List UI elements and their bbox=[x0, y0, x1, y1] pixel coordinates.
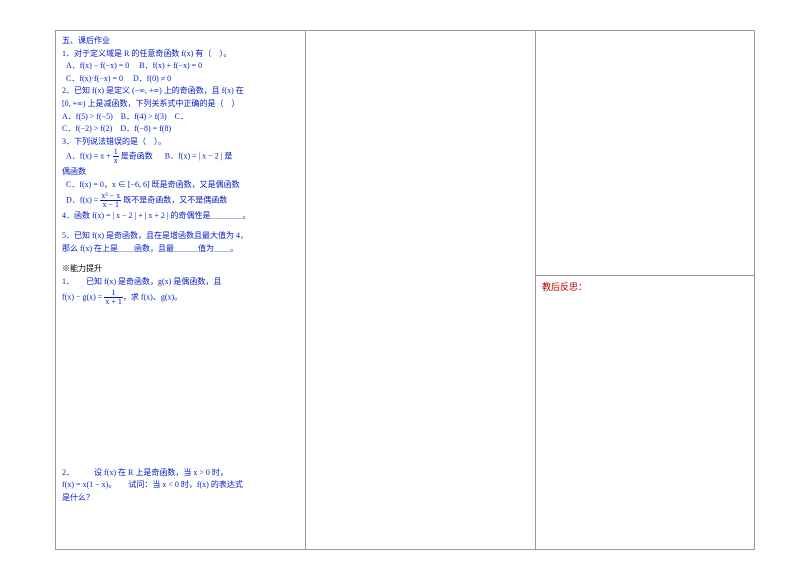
q3-row-ab: A．f(x) = x + 1x 是奇函数 B．f(x) = | x − 2 | … bbox=[66, 148, 299, 165]
q3-b-tail: 偶函数 bbox=[62, 166, 299, 178]
q5-b: 那么 f(x) 在上是＿＿函数，且最＿＿＿值为＿＿。 bbox=[62, 243, 299, 255]
q3-stem: 3．下列说法错误的是（ ）。 bbox=[62, 136, 299, 148]
q3-d-pre: D．f(x) = bbox=[66, 195, 100, 204]
bonus-2a: 2． 设 f(x) 在 R 上是奇函数，当 x > 0 时， bbox=[62, 467, 299, 479]
q2-row1: A．f(5) > f(−5) B．f(4) > f(3) C． bbox=[62, 111, 299, 123]
q1-opt-a: A．f(x) − f(−x) = 0 bbox=[66, 61, 129, 70]
q2-opt-c2: C．f(−2) > f(2) bbox=[62, 124, 112, 133]
q1-opt-b: B．f(x) + f(−x) = 0 bbox=[139, 61, 202, 70]
q3-opt-d: D．f(x) = x³ − xx − 1 既不是奇函数，又不是偶函数 bbox=[66, 192, 299, 209]
q2-opt-c: C． bbox=[175, 112, 188, 121]
q3-d-post: 既不是奇函数，又不是偶函数 bbox=[121, 195, 227, 204]
q1-row2: C．f(x)·f(−x) = 0 D．f(0) ≠ 0 bbox=[66, 73, 299, 85]
q3-opt-a-pre: A．f(x) = x + bbox=[66, 152, 113, 161]
bonus-frac: 1x + 1 bbox=[104, 289, 123, 306]
bonus-1b-pre: f(x) − g(x) = bbox=[62, 292, 104, 301]
q1-stem: 1．对于定义域是 R 的任意奇函数 f(x) 有（ ）。 bbox=[62, 48, 299, 60]
q1-row1: A．f(x) − f(−x) = 0 B．f(x) + f(−x) = 0 bbox=[66, 60, 299, 72]
bonus-1a: 1． 已知 f(x) 是奇函数，g(x) 是偶函数，且 bbox=[62, 276, 299, 288]
q3-opt-a-post: 是奇函数 bbox=[119, 152, 153, 161]
q1-opt-d: D．f(0) ≠ 0 bbox=[133, 74, 171, 83]
reflection-box: 教后反思： bbox=[536, 276, 754, 297]
bonus-title: ※能力提升 bbox=[62, 263, 299, 275]
bonus-1b-post: ，求 f(x)、g(x)。 bbox=[123, 292, 182, 301]
bonus-2b: f(x) = x(1 − x)。 试问：当 x < 0 时，f(x) 的表达式 bbox=[62, 479, 299, 491]
q2-stem-b: [0, +∞) 上是减函数，下列关系式中正确的是（ ） bbox=[62, 98, 299, 110]
q4: 4．函数 f(x) = | x − 2 | + | x + 2 | 的奇偶性是＿… bbox=[62, 210, 299, 222]
q2-row2: C．f(−2) > f(2) D．f(−8) = f(8) bbox=[62, 123, 299, 135]
blank-box bbox=[536, 31, 754, 276]
q2-stem-a: 2．已知 f(x) 是定义 (−∞, +∞) 上的奇函数，且 f(x) 在 bbox=[62, 85, 299, 97]
q5-a: 5．已知 f(x) 是奇函数，且在是增函数且最大值为 4， bbox=[62, 230, 299, 242]
q2-opt-d: D．f(−8) = f(8) bbox=[120, 124, 171, 133]
section-heading: 五、课后作业 bbox=[62, 35, 299, 47]
q3-d-frac: x³ − xx − 1 bbox=[100, 192, 121, 209]
q2-opt-b: B．f(4) > f(3) bbox=[121, 112, 167, 121]
bonus-1b: f(x) − g(x) = 1x + 1，求 f(x)、g(x)。 bbox=[62, 289, 299, 306]
reflection-title: 教后反思： bbox=[542, 282, 587, 292]
left-column: 五、课后作业 1．对于定义域是 R 的任意奇函数 f(x) 有（ ）。 A．f(… bbox=[56, 31, 306, 549]
bonus-2c: 是什么？ bbox=[62, 492, 299, 504]
middle-column bbox=[306, 31, 536, 549]
q1-opt-c: C．f(x)·f(−x) = 0 bbox=[66, 74, 123, 83]
q2-opt-a: A．f(5) > f(−5) bbox=[62, 112, 113, 121]
q3-opt-b: B．f(x) = | x − 2 | 是 bbox=[165, 152, 233, 161]
q3-opt-c: C．f(x) = 0，x ∈ [−6, 6] 既是奇函数，又是偶函数 bbox=[66, 179, 299, 191]
right-column: 教后反思： bbox=[536, 31, 754, 549]
